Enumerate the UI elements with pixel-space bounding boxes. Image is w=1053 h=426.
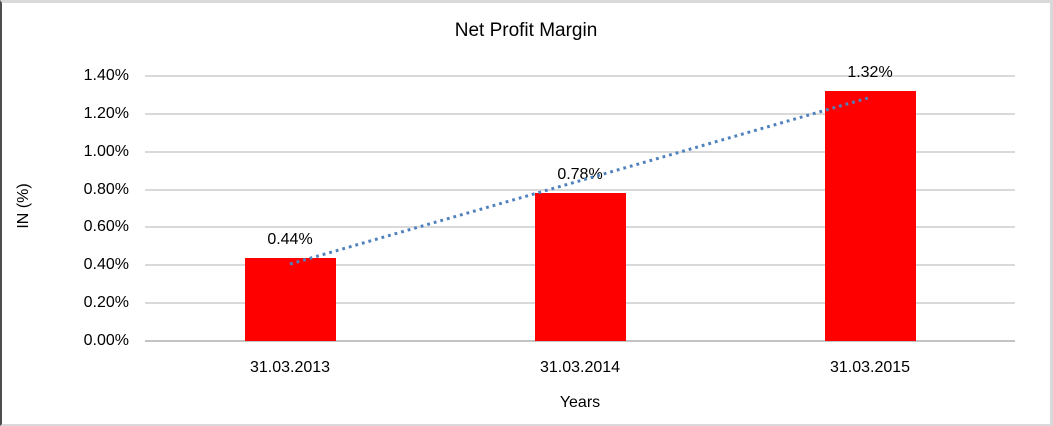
y-tick-label: 1.40% <box>83 67 129 84</box>
y-tick-label: 0.80% <box>83 180 129 198</box>
x-axis-title: Years <box>559 394 601 411</box>
gridline <box>145 75 1015 77</box>
x-axis-line <box>145 340 1015 342</box>
y-tick-label: 0.60% <box>83 218 129 236</box>
bar-value-label: 0.44% <box>267 230 313 248</box>
bar <box>534 193 626 341</box>
bar-value-label: 1.32% <box>847 64 893 82</box>
x-tick-label: 31.03.2013 <box>249 359 331 376</box>
y-tick-label: 1.00% <box>83 142 129 160</box>
bar <box>824 91 916 341</box>
y-tick-label: 0.40% <box>83 256 129 274</box>
x-tick-label: 31.03.2014 <box>539 359 621 376</box>
y-tick-label: 0.20% <box>83 294 129 312</box>
bar <box>244 257 336 341</box>
x-tick-label: 31.03.2015 <box>829 359 911 376</box>
y-tick-label: 1.20% <box>83 104 129 122</box>
bar-value-label: 0.78% <box>557 166 603 184</box>
y-tick-label: 0.00% <box>83 332 129 349</box>
chart-title: Net Profit Margin <box>454 20 598 41</box>
